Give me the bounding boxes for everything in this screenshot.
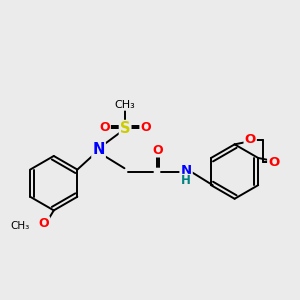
Text: CH₃: CH₃: [10, 221, 30, 231]
Text: N: N: [181, 164, 192, 177]
Text: O: O: [38, 217, 49, 230]
Text: N: N: [92, 142, 105, 158]
Text: O: O: [140, 121, 151, 134]
Text: CH₃: CH₃: [115, 100, 136, 110]
Text: O: O: [268, 156, 279, 169]
Text: O: O: [244, 133, 256, 146]
Text: O: O: [152, 143, 163, 157]
Text: H: H: [181, 174, 191, 188]
Text: O: O: [99, 121, 110, 134]
Text: S: S: [120, 121, 130, 136]
